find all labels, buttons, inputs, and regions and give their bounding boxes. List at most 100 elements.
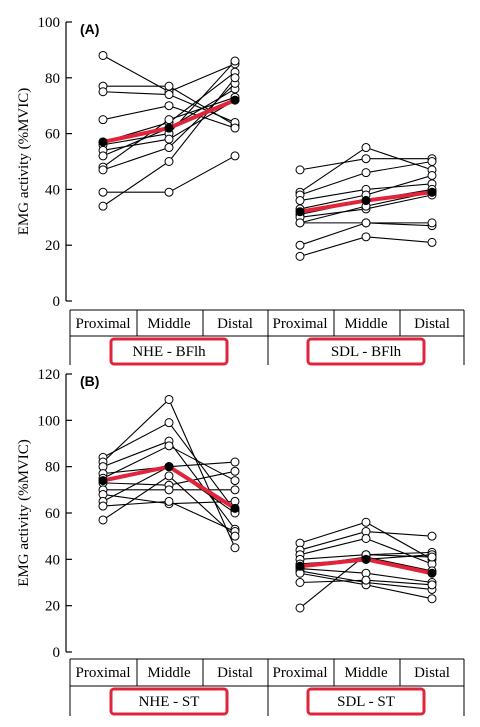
y-axis-label: EMG activity (%MVIC) [16, 439, 32, 586]
group-highlight-box [109, 337, 229, 366]
mean-point [295, 207, 305, 217]
subject-point [164, 143, 174, 153]
y-tick-label: 60 [45, 127, 60, 143]
mean-point [427, 568, 437, 578]
category-label: Middle [147, 665, 191, 681]
subject-point [361, 218, 371, 228]
subject-point [295, 240, 305, 250]
subject-point [427, 580, 437, 590]
subject-point [164, 394, 174, 404]
subject-point [164, 81, 174, 91]
subject-point [164, 441, 174, 451]
subject-point [164, 134, 174, 144]
subject-point [230, 457, 240, 467]
group-label: SDL - BFlh [331, 344, 402, 360]
group-label: NHE - ST [139, 694, 200, 710]
mean-point [230, 503, 240, 513]
category-label: Distal [414, 665, 450, 681]
category-label: Proximal [273, 316, 328, 332]
y-tick-label: 20 [45, 238, 60, 254]
subject-point [230, 476, 240, 486]
mean-point [361, 196, 371, 206]
category-label: Middle [147, 316, 191, 332]
subject-point [295, 218, 305, 228]
group-label: SDL - ST [337, 694, 395, 710]
category-label: Middle [344, 316, 388, 332]
subject-point [164, 157, 174, 166]
chart-panel-1: 0 20 40 60 80 100 EMG activity (%MVIC) (A) Proxi… [16, 15, 465, 366]
mean-point [164, 123, 174, 133]
y-tick-label: 20 [45, 599, 60, 615]
subject-point [295, 578, 305, 587]
subject-point [164, 485, 174, 495]
subject-point [164, 471, 174, 481]
mean-point [361, 554, 371, 564]
group-highlight-box [306, 337, 426, 366]
subject-point [164, 496, 174, 506]
category-label: Distal [217, 316, 253, 332]
subject-point [98, 165, 108, 175]
y-tick-label: 0 [53, 294, 61, 310]
chart-panel-2: 0 20 40 60 80 100 120 EMG activity (%MVIC) (B) Pr… [16, 367, 465, 716]
y-axis-label: EMG activity (%MVIC) [16, 88, 32, 235]
subject-point [164, 115, 174, 125]
subject-point [361, 575, 371, 585]
category-label: Proximal [76, 665, 131, 681]
subject-point [98, 151, 108, 161]
subject-point [230, 73, 240, 83]
subject-point [361, 154, 371, 164]
mean-point [98, 476, 108, 486]
subject-point [427, 552, 437, 562]
subject-point [98, 187, 108, 197]
subject-point [295, 603, 305, 613]
subject-point [427, 218, 437, 228]
subject-point [361, 168, 371, 178]
subject-point [230, 531, 240, 541]
y-tick-label: 120 [38, 367, 61, 383]
mean-point [427, 187, 437, 197]
subject-point [164, 101, 174, 111]
y-tick-label: 40 [45, 182, 60, 198]
subject-point [230, 123, 240, 133]
subject-point [98, 501, 108, 511]
subject-point [98, 115, 108, 125]
subject-point [98, 87, 108, 97]
group-label: NHE - BFlh [132, 344, 206, 360]
subject-point [98, 50, 108, 60]
category-label: Proximal [273, 665, 328, 681]
category-label: Proximal [76, 316, 131, 332]
subject-point [164, 90, 174, 100]
panel-label: (A) [80, 21, 99, 37]
subject-point [427, 237, 437, 247]
subject-point [230, 543, 240, 553]
panel-label: (B) [80, 373, 99, 389]
subject-point [427, 170, 437, 180]
subject-point [230, 56, 240, 66]
y-tick-label: 60 [45, 506, 60, 522]
category-label: Distal [217, 665, 253, 681]
subject-point [230, 485, 240, 495]
subject-point [427, 157, 437, 166]
subject-point [98, 201, 108, 211]
subject-point [164, 187, 174, 197]
y-tick-label: 0 [53, 645, 61, 661]
subject-point [361, 143, 371, 153]
group-highlight-box [306, 687, 426, 716]
mean-point [295, 561, 305, 571]
subject-point [98, 515, 108, 525]
subject-point [295, 251, 305, 261]
mean-point [164, 462, 174, 472]
subject-point [361, 232, 371, 242]
group-highlight-box [109, 687, 229, 716]
subject-point [230, 151, 240, 161]
y-tick-label: 80 [45, 460, 60, 476]
y-tick-label: 100 [38, 413, 61, 429]
subject-point [164, 418, 174, 428]
y-tick-label: 100 [38, 15, 61, 31]
subject-point [230, 466, 240, 476]
subject-point [427, 531, 437, 541]
category-label: Distal [414, 316, 450, 332]
y-tick-label: 40 [45, 552, 60, 568]
